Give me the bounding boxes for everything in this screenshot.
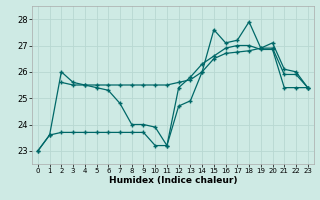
X-axis label: Humidex (Indice chaleur): Humidex (Indice chaleur): [108, 176, 237, 185]
